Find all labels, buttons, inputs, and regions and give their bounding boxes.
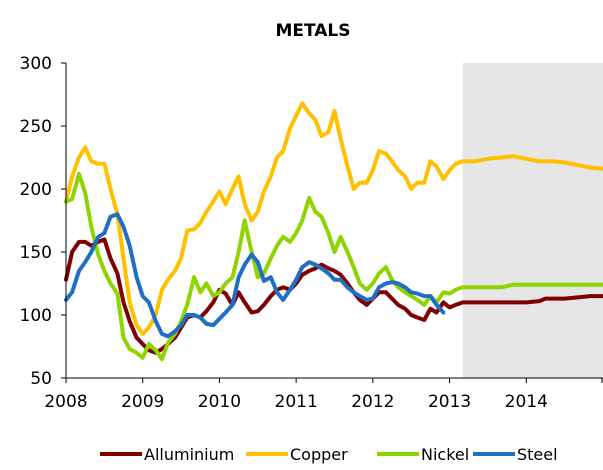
x-tick-label: 2011 xyxy=(275,392,318,412)
chart-title: METALS xyxy=(275,21,350,41)
legend-label: Nickel xyxy=(421,445,469,464)
x-tick-label: 2013 xyxy=(428,392,471,412)
legend-label: Steel xyxy=(517,445,558,464)
x-tick-label: 2010 xyxy=(198,392,241,412)
series-line-copper xyxy=(64,101,603,336)
legend-item-alluminium: Alluminium xyxy=(100,445,234,464)
y-tick-label: 150 xyxy=(20,243,52,263)
x-tick-label: 2014 xyxy=(505,392,548,412)
legend-label: Alluminium xyxy=(144,445,234,464)
y-tick-label: 200 xyxy=(20,180,52,200)
x-tick-label: 2012 xyxy=(351,392,394,412)
series-line-nickel xyxy=(64,171,603,362)
series-line-alluminium xyxy=(64,237,603,355)
x-tick-label: 2008 xyxy=(44,392,87,412)
y-tick-label: 100 xyxy=(20,306,52,326)
legend-item-nickel: Nickel xyxy=(377,445,469,464)
forecast-shaded-region xyxy=(462,63,603,378)
y-tick-label: 300 xyxy=(20,54,52,74)
series-layer xyxy=(64,101,603,362)
legend: Alluminium Copper Nickel Steel xyxy=(100,445,558,464)
legend-item-steel: Steel xyxy=(473,445,558,464)
y-tick-label: 50 xyxy=(30,369,52,389)
legend-label: Copper xyxy=(290,445,348,464)
axes-layer: 50 100 150 200 250 300 2008 2009 2010 2011 2012 201… xyxy=(20,54,603,412)
x-tick-label: 2009 xyxy=(121,392,164,412)
legend-item-copper: Copper xyxy=(246,445,348,464)
y-tick-label: 250 xyxy=(20,117,52,137)
series-line-steel xyxy=(64,212,446,339)
